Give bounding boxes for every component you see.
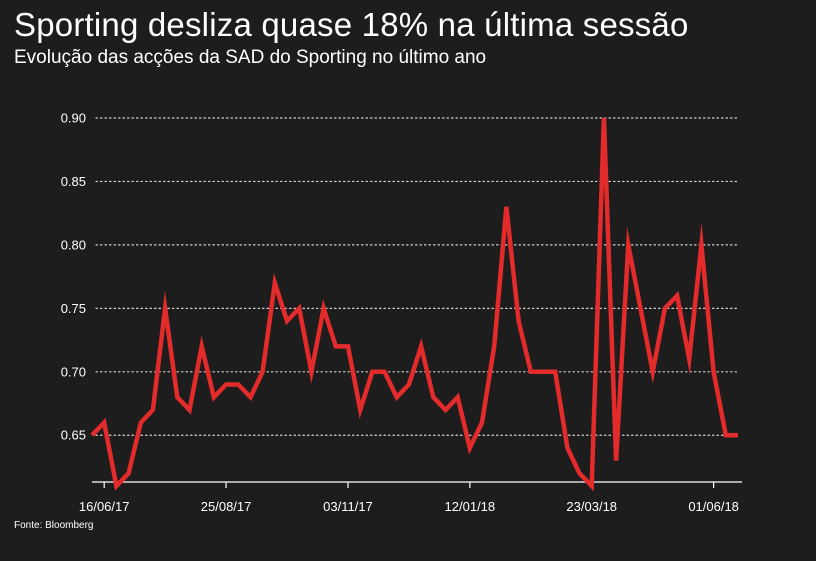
x-tick-label: 23/03/18	[566, 499, 617, 514]
data-point	[614, 459, 618, 463]
y-tick-label: 0.90	[61, 111, 86, 126]
y-tick-label: 0.65	[61, 428, 86, 443]
x-tick-label: 03/11/17	[323, 499, 373, 514]
data-point	[114, 484, 118, 488]
data-point	[273, 281, 277, 285]
y-tick-label: 0.80	[61, 237, 86, 252]
data-point	[212, 395, 216, 399]
data-point	[492, 344, 496, 348]
data-point	[395, 395, 399, 399]
data-point	[456, 395, 460, 399]
chart-subtitle: Evolução das acções da SAD do Sporting n…	[14, 47, 487, 68]
data-point	[419, 344, 423, 348]
series-layer	[90, 116, 740, 492]
data-point	[151, 408, 155, 412]
x-tick-label: 12/01/18	[445, 499, 496, 514]
y-axis: 0.65 0.70 0.75 0.80 0.85 0.90	[61, 111, 86, 443]
x-tick-label: 01/06/18	[688, 499, 739, 514]
data-point	[297, 306, 301, 310]
data-point	[102, 421, 106, 425]
data-point	[565, 446, 569, 450]
data-point	[504, 205, 508, 209]
data-point	[90, 433, 94, 437]
data-point	[407, 382, 411, 386]
data-point	[383, 370, 387, 374]
data-point	[261, 370, 265, 374]
data-point	[175, 395, 179, 399]
data-point	[224, 382, 228, 386]
data-point	[638, 306, 642, 310]
data-point	[334, 344, 338, 348]
data-point	[322, 306, 326, 310]
data-point	[529, 370, 533, 374]
chart-title: Sporting desliza quase 18% na última ses…	[14, 6, 689, 43]
data-point	[553, 370, 557, 374]
x-axis: 16/06/17 25/08/17 03/11/17 12/01/18 23/03/18…	[79, 481, 742, 514]
x-tick-label: 16/06/17	[79, 499, 130, 514]
y-tick-label: 0.70	[61, 364, 86, 379]
data-point	[431, 395, 435, 399]
data-point	[309, 370, 313, 374]
data-point	[200, 344, 204, 348]
data-point	[724, 433, 728, 437]
data-point	[602, 116, 606, 120]
data-point	[163, 306, 167, 310]
x-tick-label: 25/08/17	[201, 499, 252, 514]
data-point	[675, 294, 679, 298]
data-point	[188, 408, 192, 412]
data-point	[480, 421, 484, 425]
data-point	[699, 243, 703, 247]
data-point	[712, 370, 716, 374]
data-point	[370, 370, 374, 374]
data-point	[651, 370, 655, 374]
data-point	[285, 319, 289, 323]
data-point	[736, 433, 740, 437]
source-note: Fonte: Bloomberg	[14, 520, 94, 531]
series-line	[90, 117, 738, 492]
data-point	[127, 471, 131, 475]
data-point	[346, 344, 350, 348]
y-tick-label: 0.85	[61, 174, 86, 189]
data-point	[590, 484, 594, 488]
data-point	[578, 471, 582, 475]
y-tick-label: 0.75	[61, 301, 86, 316]
data-point	[687, 357, 691, 361]
data-point	[468, 446, 472, 450]
data-point	[236, 382, 240, 386]
data-point	[139, 421, 143, 425]
gridlines	[95, 117, 739, 436]
data-point	[358, 408, 362, 412]
data-point	[626, 243, 630, 247]
data-point	[248, 395, 252, 399]
data-point	[443, 408, 447, 412]
data-point	[663, 306, 667, 310]
data-point	[517, 319, 521, 323]
data-point	[541, 370, 545, 374]
